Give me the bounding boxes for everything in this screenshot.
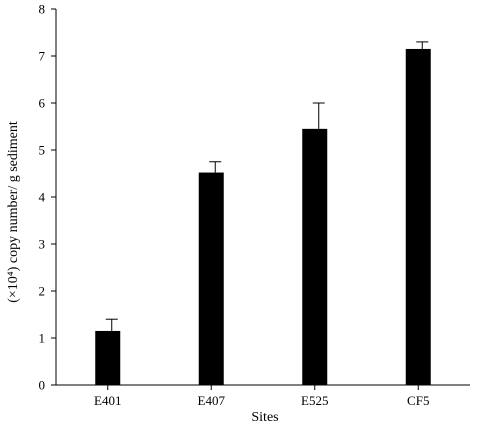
y-tick-label: 1 <box>39 331 46 346</box>
x-axis: E401 E407 E525 CF5 <box>56 384 470 408</box>
y-tick-label: 5 <box>39 143 46 158</box>
y-axis-label: (×10⁴) copy number/ g sediment <box>6 121 21 303</box>
y-tick-label: 4 <box>39 190 46 205</box>
bar <box>302 128 328 385</box>
error-bars-group <box>105 41 429 331</box>
x-axis-label: Sites <box>251 410 278 425</box>
x-tick-label: CF5 <box>407 393 429 408</box>
bar <box>405 48 431 385</box>
y-axis: 0 1 2 3 4 5 6 7 8 <box>39 2 57 393</box>
y-tick-label: 7 <box>39 49 46 64</box>
x-tick-label: E401 <box>94 393 121 408</box>
y-tick-label: 8 <box>39 2 46 17</box>
x-tick-label: E525 <box>301 393 328 408</box>
y-tick-label: 3 <box>39 237 46 252</box>
y-tick-label: 0 <box>39 378 46 393</box>
bar <box>198 172 224 385</box>
bar <box>95 330 121 385</box>
bars-group <box>95 48 431 385</box>
x-tick-label: E407 <box>198 393 226 408</box>
y-tick-label: 2 <box>39 284 46 299</box>
y-tick-label: 6 <box>39 96 46 111</box>
